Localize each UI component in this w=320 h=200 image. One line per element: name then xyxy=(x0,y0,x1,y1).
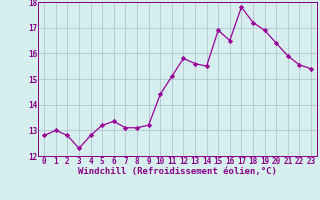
X-axis label: Windchill (Refroidissement éolien,°C): Windchill (Refroidissement éolien,°C) xyxy=(78,167,277,176)
